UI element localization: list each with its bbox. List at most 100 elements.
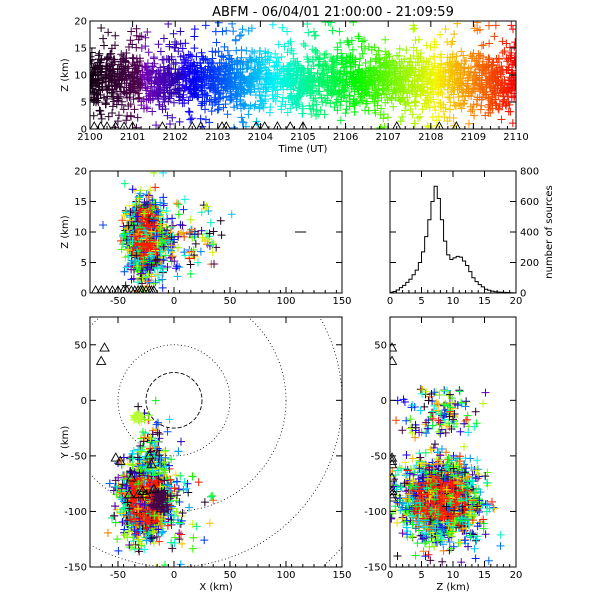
source-point: [266, 53, 275, 62]
source-point: [484, 93, 493, 102]
source-point: [213, 105, 222, 114]
source-point: [419, 71, 428, 80]
source-point: [446, 98, 455, 107]
source-point: [453, 21, 462, 28]
source-point: [156, 198, 165, 207]
source-point: [348, 77, 357, 86]
source-point: [122, 263, 131, 272]
source-point: [237, 113, 246, 122]
source-point: [128, 237, 137, 246]
source-point: [349, 67, 358, 76]
source-point: [485, 39, 494, 48]
source-point: [473, 79, 482, 88]
source-point: [178, 44, 187, 53]
source-point: [363, 97, 372, 106]
source-point: [190, 68, 199, 77]
source-point: [417, 66, 426, 75]
source-point: [336, 38, 345, 47]
source-point: [121, 208, 130, 217]
source-point: [135, 547, 144, 556]
source-point: [226, 64, 235, 73]
source-point: [229, 123, 238, 129]
source-point: [188, 520, 197, 529]
source-point: [90, 69, 97, 78]
source-point: [322, 49, 331, 58]
source-point: [151, 256, 160, 265]
source-point: [199, 54, 208, 63]
source-point: [176, 560, 185, 567]
source-point: [184, 96, 193, 105]
station-marker: [102, 285, 112, 293]
source-point: [207, 107, 216, 116]
source-point: [185, 248, 194, 257]
source-point: [236, 65, 245, 74]
source-point: [138, 72, 147, 81]
source-point: [148, 251, 157, 260]
source-point: [258, 102, 267, 111]
source-point: [303, 64, 312, 73]
source-point: [193, 258, 202, 267]
source-point: [510, 42, 516, 51]
source-point: [208, 47, 217, 56]
source-point: [459, 51, 468, 60]
source-point: [242, 46, 251, 55]
source-point: [156, 47, 165, 56]
source-point: [277, 52, 286, 61]
source-point: [179, 205, 188, 214]
source-point: [205, 229, 214, 238]
source-point: [348, 45, 357, 54]
source-point: [341, 62, 349, 71]
source-point: [308, 78, 317, 87]
source-point: [350, 107, 359, 116]
source-point: [178, 65, 187, 74]
source-point: [138, 257, 147, 266]
source-point: [407, 80, 416, 89]
source-point: [225, 51, 234, 60]
source-point: [274, 40, 283, 49]
source-point: [151, 72, 160, 81]
source-point: [327, 62, 336, 71]
source-point: [250, 48, 259, 57]
source-point: [99, 34, 108, 43]
source-point: [147, 260, 156, 269]
source-point: [320, 94, 329, 103]
source-point: [345, 92, 354, 101]
source-point: [465, 70, 474, 79]
source-point: [125, 93, 134, 102]
source-point: [150, 59, 159, 68]
source-point: [431, 106, 440, 115]
source-point: [278, 23, 287, 32]
source-point: [209, 240, 218, 249]
source-point: [504, 107, 513, 116]
source-point: [254, 84, 263, 93]
source-point: [267, 76, 276, 85]
source-point: [439, 68, 448, 77]
source-point: [423, 88, 432, 97]
source-point: [350, 57, 359, 66]
source-point: [118, 216, 127, 225]
source-point: [297, 83, 306, 92]
source-point: [358, 37, 367, 46]
source-point: [117, 245, 126, 254]
source-point: [135, 32, 144, 41]
source-point: [188, 92, 197, 101]
source-point: [127, 27, 136, 36]
source-point: [380, 70, 389, 79]
source-point: [261, 85, 270, 94]
source-point: [148, 89, 157, 98]
source-point: [149, 195, 158, 204]
source-point: [336, 76, 345, 85]
source-point: [358, 75, 367, 84]
source-point: [246, 74, 255, 83]
source-point: [395, 72, 404, 81]
source-point: [155, 563, 157, 567]
source-point: [494, 105, 503, 114]
source-point: [343, 36, 352, 45]
source-point: [315, 82, 324, 91]
source-point: [151, 278, 160, 287]
source-point: [165, 55, 174, 64]
source-point: [262, 74, 271, 83]
source-point: [191, 88, 200, 97]
source-point: [179, 74, 188, 83]
station-marker: [434, 121, 444, 129]
